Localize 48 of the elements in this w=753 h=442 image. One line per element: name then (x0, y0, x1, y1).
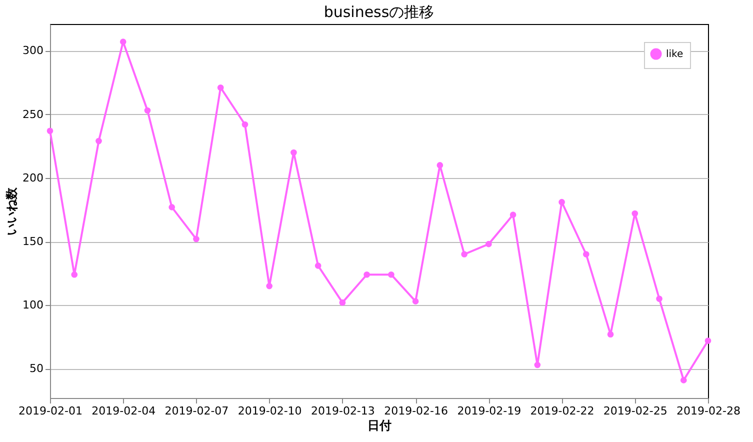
point (388, 271, 394, 278)
point (266, 282, 272, 290)
x-tick-label: 2019-02-13 (310, 404, 375, 418)
x-tick-label: 2019-02-25 (603, 404, 668, 418)
point (168, 204, 176, 210)
y-axis-title: いいね数 (4, 186, 19, 236)
point (412, 298, 419, 304)
x-axis-title: 日付 (368, 418, 392, 432)
point (217, 84, 224, 91)
y-tick-label: 50 (30, 362, 44, 376)
point (314, 262, 322, 269)
point (339, 299, 346, 306)
y-tick-label: 150 (22, 235, 44, 248)
x-tick-label: 2019-02-04 (92, 404, 156, 418)
x-tick-label: 2019-02-10 (238, 404, 302, 418)
point (656, 296, 662, 302)
point (680, 377, 687, 384)
y-tick-label: 200 (22, 171, 44, 184)
chart-title: businessの推移 (324, 3, 434, 21)
point (364, 271, 370, 278)
x-tick-label: 2019-02-01 (18, 404, 82, 418)
point (607, 331, 614, 338)
y-tick-label: 300 (22, 44, 44, 58)
x-tick-label: 2019-02-19 (457, 404, 522, 418)
point (120, 38, 126, 45)
point (632, 210, 638, 217)
x-tick-label: 2019-02-07 (164, 404, 229, 418)
point (534, 362, 541, 368)
point (436, 162, 444, 168)
y-tick-label: 250 (22, 108, 44, 121)
point (558, 198, 565, 206)
point (71, 271, 78, 278)
point (46, 128, 54, 134)
point (582, 251, 590, 258)
y-tick-label: 100 (22, 298, 44, 312)
point (510, 212, 516, 218)
x-tick-label: 2019-02-22 (530, 404, 594, 418)
point (704, 338, 712, 344)
point (461, 251, 468, 258)
point (486, 240, 492, 248)
x-tick-label: 2019-02-16 (384, 404, 448, 418)
point (242, 121, 248, 128)
legend-label: like (666, 49, 684, 60)
x-tick-label: 2019-02-28 (676, 404, 740, 418)
point (290, 149, 297, 156)
point (193, 236, 200, 242)
point (96, 138, 102, 144)
point (144, 107, 151, 114)
